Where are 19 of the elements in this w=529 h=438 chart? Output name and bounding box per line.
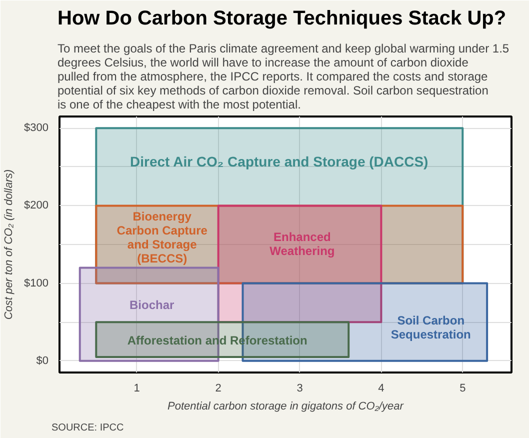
legend-label: Bioenergy Carbon Capture and Storage (BECCS) [116,210,208,266]
source-note: SOURCE: IPCC [52,422,124,434]
x-tick-label: 5 [460,382,466,394]
legend-label: Enhanced Weathering [270,230,335,258]
chart-subtitle: To meet the goals of the Paris climate agreement and keep global warming under 1.5 degrees Celsius, the world will have to increase the amount of carbon dioxide pulled from the atmosphere, the IPCC reports. It compared the costs and storage potential of six key methods of carbon dioxide removal. Soil carbon sequestration is one of the cheapest with the most potential. [58,42,510,112]
x-tick-label: 1 [134,382,140,394]
y-axis-title: Cost per ton of CO₂ (in dollars) [3,169,16,320]
y-tick-label: $300 [24,122,49,134]
x-axis-title: Potential carbon storage in gigatons of CO₂/year [168,400,405,412]
y-tick-label: $100 [24,277,49,290]
legend-label: Biochar [130,298,175,312]
x-tick-label: 3 [296,382,303,394]
legend-label: Direct Air CO₂ Capture and Storage (DACCS) [130,153,428,170]
x-tick-label: 2 [215,382,222,394]
x-tick-label: 4 [378,382,384,394]
y-tick-label: $200 [24,200,49,212]
legend-label: Soil Carbon Sequestration [390,314,471,342]
y-tick-label: $0 [36,354,49,367]
chart-title: How Do Carbon Storage Techniques Stack Up? [58,8,506,30]
